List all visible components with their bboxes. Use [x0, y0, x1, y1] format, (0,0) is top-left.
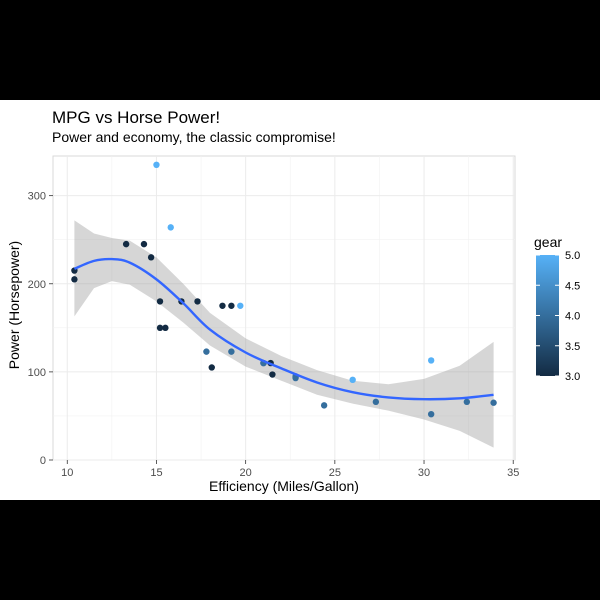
data-point [156, 298, 164, 305]
y-tick-label: 0 [40, 455, 46, 467]
confidence-ribbon [74, 220, 494, 448]
data-point [269, 371, 276, 378]
data-point [427, 357, 435, 364]
chart-title: MPG vs Horse Power! [52, 108, 220, 127]
data-point [228, 348, 235, 355]
data-point [153, 161, 160, 169]
x-tick-label: 15 [150, 467, 162, 479]
data-point [156, 324, 164, 332]
smooth-line-layer [73, 257, 494, 401]
legend-tick-label: 4.5 [565, 280, 580, 292]
y-axis-title: Power (Horsepower) [6, 241, 22, 369]
data-point [320, 402, 328, 409]
legend-tick-label: 3.5 [565, 341, 580, 353]
legend-tick-label: 3.0 [565, 371, 580, 383]
data-point [167, 224, 174, 231]
data-point [228, 302, 235, 309]
data-point [427, 410, 435, 418]
plot-panel [52, 155, 516, 461]
grid-lines [53, 156, 515, 461]
y-axis-ticks: 0 100 200 300 [28, 191, 53, 467]
data-point [208, 364, 215, 371]
data-point [122, 240, 130, 248]
legend-tick-label: 5.0 [565, 250, 580, 262]
legend: gear 3.0 3.5 4.0 4.5 5.0 [534, 234, 580, 383]
data-point [140, 240, 148, 248]
y-tick-label: 200 [28, 279, 46, 291]
data-point [372, 398, 380, 406]
data-point [237, 302, 244, 309]
legend-tick-label: 4.0 [565, 311, 580, 323]
x-tick-label: 30 [418, 467, 430, 479]
legend-colorbar [536, 255, 559, 376]
y-tick-label: 300 [28, 191, 46, 203]
points-layer [71, 161, 497, 418]
data-point [71, 276, 78, 283]
x-tick-label: 25 [329, 467, 341, 479]
x-tick-label: 35 [507, 467, 519, 479]
data-point [490, 399, 497, 406]
data-point [463, 398, 471, 406]
x-axis-title: Efficiency (Miles/Gallon) [209, 478, 359, 494]
chart-panel: MPG vs Horse Power! Power and economy, t… [0, 100, 600, 500]
confidence-ribbon-layer [74, 220, 494, 448]
data-point [349, 376, 356, 384]
data-point [203, 348, 210, 355]
scatter-chart: MPG vs Horse Power! Power and economy, t… [6, 108, 580, 494]
x-tick-label: 20 [240, 467, 252, 479]
chart-subtitle: Power and economy, the classic compromis… [52, 129, 336, 145]
data-point [147, 254, 155, 261]
legend-ticks: 3.0 3.5 4.0 4.5 5.0 [536, 250, 580, 383]
x-tick-label: 10 [61, 467, 73, 479]
data-point [219, 302, 226, 309]
data-point [194, 298, 201, 305]
y-tick-label: 100 [28, 367, 46, 379]
data-point [162, 324, 169, 332]
legend-title: gear [534, 234, 562, 250]
smooth-line [73, 257, 494, 401]
x-axis-ticks: 10 15 20 25 30 35 [61, 460, 519, 479]
